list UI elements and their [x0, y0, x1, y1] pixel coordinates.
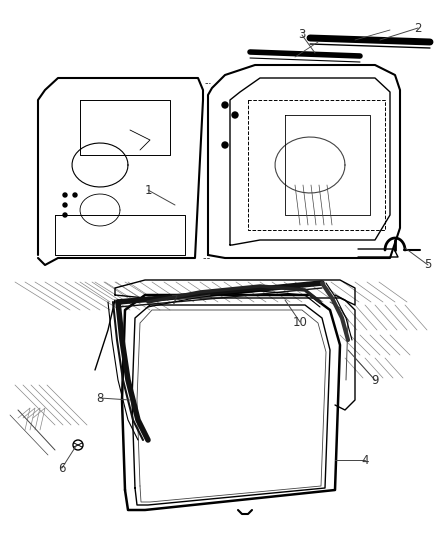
Text: 8: 8	[96, 392, 104, 405]
Circle shape	[73, 193, 77, 197]
Text: 7: 7	[171, 294, 179, 306]
Text: 6: 6	[58, 462, 66, 474]
Circle shape	[63, 213, 67, 217]
Text: 2: 2	[414, 21, 422, 35]
Circle shape	[232, 112, 238, 118]
Text: 9: 9	[371, 374, 379, 386]
Text: 1: 1	[144, 183, 152, 197]
Text: 10: 10	[293, 316, 307, 328]
Text: 4: 4	[361, 454, 369, 466]
Circle shape	[222, 142, 228, 148]
Circle shape	[63, 203, 67, 207]
Circle shape	[222, 102, 228, 108]
Text: 3: 3	[298, 28, 306, 42]
Circle shape	[63, 193, 67, 197]
Text: 5: 5	[424, 259, 432, 271]
